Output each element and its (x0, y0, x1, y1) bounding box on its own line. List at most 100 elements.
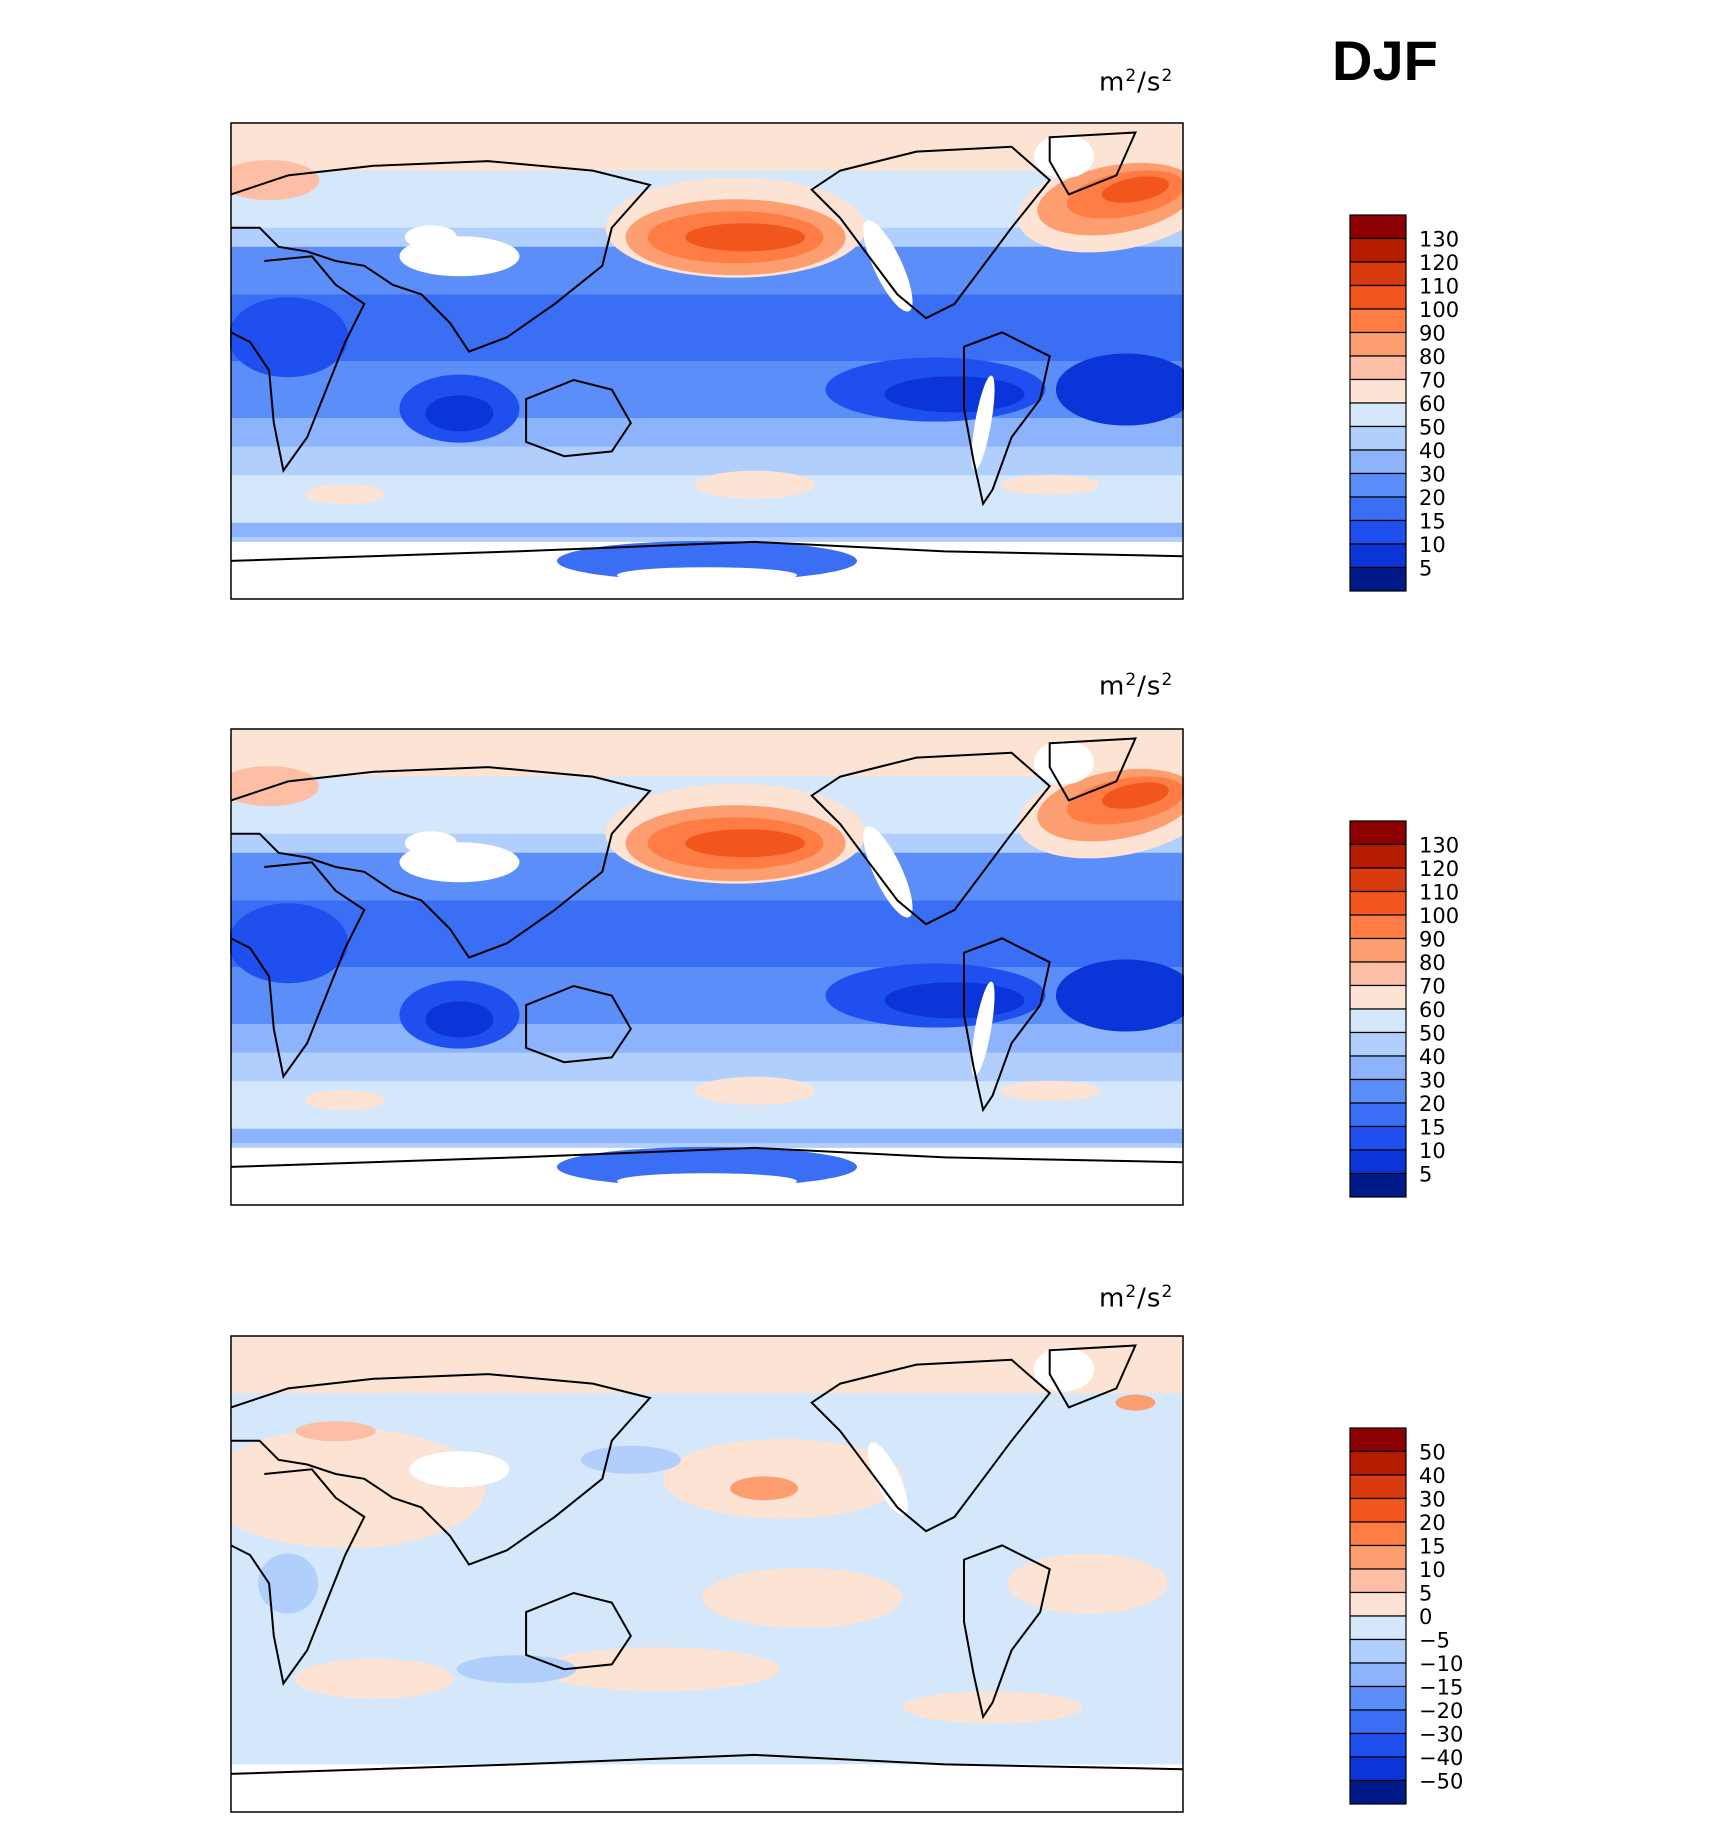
colorbar-box (1349, 1149, 1407, 1175)
coastlines (230, 737, 1184, 1168)
colorbar-box (1349, 449, 1407, 475)
colorbar-box (1349, 984, 1407, 1010)
colorbar-tick-label: 40 (1419, 1464, 1446, 1488)
colorbar-box (1349, 402, 1407, 428)
colorbar-tick-label: 130 (1419, 834, 1459, 858)
map-frame (230, 1335, 1184, 1813)
colorbar-tick-label: 30 (1419, 463, 1446, 487)
units-part: /s (1137, 1283, 1162, 1314)
colorbar-box (1349, 1102, 1407, 1128)
colorbar-box (1349, 331, 1407, 357)
colorbar-box (1349, 961, 1407, 987)
colorbar-tick-label: 15 (1419, 1535, 1446, 1559)
colorbar-box (1349, 1474, 1407, 1500)
colorbar-tick-label: 20 (1419, 1511, 1446, 1535)
colorbar-box (1349, 519, 1407, 545)
colorbar-box (1349, 496, 1407, 522)
map-frame (230, 728, 1184, 1206)
colorbar-box (1349, 1078, 1407, 1104)
colorbar-tick-label: 70 (1419, 369, 1446, 393)
colorbar-box (1349, 284, 1407, 310)
units-part: m (1099, 1283, 1126, 1314)
colorbar-tick-label: 10 (1419, 533, 1446, 557)
colorbar-box (1349, 914, 1407, 940)
colorbar-tick-label: 50 (1419, 416, 1446, 440)
colorbar-box (1349, 1031, 1407, 1057)
colorbar-box (1349, 566, 1407, 592)
colorbar-box (1349, 1591, 1407, 1617)
colorbar-box (1349, 355, 1407, 381)
map-plot (230, 728, 1184, 1206)
colorbar-box (1349, 543, 1407, 569)
colorbar-box (1349, 1521, 1407, 1547)
colorbar-box (1349, 1008, 1407, 1034)
panel-1: m2/s2 130 120 110 100 90 80 70 60 50 40 30 20 15 10 5 (0, 0, 1710, 612)
colorbar-tick-label: 130 (1419, 228, 1459, 252)
units-part: 2 (1161, 66, 1174, 86)
units-part: 2 (1125, 1282, 1138, 1302)
colorbar-box (1349, 472, 1407, 498)
colorbar-tick-label: −15 (1419, 1676, 1463, 1700)
map-plot (230, 122, 1184, 600)
colorbar-box (1349, 1427, 1407, 1453)
colorbar-box (1349, 890, 1407, 916)
colorbar-box (1349, 1615, 1407, 1641)
colorbar-tick-label: 120 (1419, 251, 1459, 275)
colorbar-tick-label: 110 (1419, 275, 1459, 299)
colorbar-tick-label: 5 (1419, 1163, 1432, 1187)
units-part: 2 (1125, 670, 1138, 690)
colorbar-tick-label: −50 (1419, 1770, 1463, 1794)
units-part: 2 (1161, 670, 1174, 690)
map-frame (230, 122, 1184, 600)
colorbar-tick-label: 40 (1419, 1045, 1446, 1069)
colorbar-box (1349, 1125, 1407, 1151)
colorbar-box (1349, 1662, 1407, 1688)
colorbar-tick-label: 20 (1419, 1092, 1446, 1116)
colorbar-box (1349, 1685, 1407, 1711)
colorbar-box (1349, 867, 1407, 893)
field-contours (230, 1336, 1183, 1812)
units-label: m2/s2 (1099, 66, 1173, 98)
colorbar-tick-label: 50 (1419, 1022, 1446, 1046)
colorbar-box (1349, 261, 1407, 287)
colorbar-box (1349, 1497, 1407, 1523)
colorbar-box (1349, 1756, 1407, 1782)
colorbar-box (1349, 308, 1407, 334)
colorbar-tick-label: 0 (1419, 1605, 1432, 1629)
colorbar-box (1349, 1172, 1407, 1198)
units-part: m (1099, 671, 1126, 702)
colorbar-tick-label: 30 (1419, 1488, 1446, 1512)
colorbar-box (1349, 378, 1407, 404)
colorbar-tick-label: 70 (1419, 975, 1446, 999)
map-plot (230, 1335, 1184, 1813)
colorbar-tick-label: 110 (1419, 881, 1459, 905)
colorbar-tick-label: −20 (1419, 1699, 1463, 1723)
colorbar-box (1349, 214, 1407, 240)
colorbar-box (1349, 1055, 1407, 1081)
colorbar-tick-label: 80 (1419, 951, 1446, 975)
units-part: /s (1137, 671, 1162, 702)
panel-2: m2/s2 130 120 110 100 90 80 70 60 50 40 30 20 15 10 5 (0, 606, 1710, 1218)
colorbar-box (1349, 820, 1407, 846)
panel-3: m2/s2 50 40 30 20 15 10 5 0 −5 −10 −15 −20 −30 −40 −50 (0, 1212, 1710, 1836)
colorbar-tick-label: −30 (1419, 1723, 1463, 1747)
colorbar-tick-label: 30 (1419, 1069, 1446, 1093)
units-part: 2 (1125, 66, 1138, 86)
colorbar-box (1349, 1732, 1407, 1758)
colorbar-box (1349, 1638, 1407, 1664)
colorbar-tick-label: 10 (1419, 1139, 1446, 1163)
units-part: 2 (1161, 1282, 1174, 1302)
season-label: DJF (1332, 29, 1438, 92)
colorbar-tick-label: −10 (1419, 1652, 1463, 1676)
units-part: /s (1137, 67, 1162, 98)
colorbar-box (1349, 425, 1407, 451)
colorbar-tick-label: 90 (1419, 928, 1446, 952)
units-label: m2/s2 (1099, 670, 1173, 702)
colorbar-tick-label: 50 (1419, 1441, 1446, 1465)
colorbar-box (1349, 937, 1407, 963)
colorbar-tick-label: 20 (1419, 486, 1446, 510)
colorbar-tick-label: 40 (1419, 439, 1446, 463)
